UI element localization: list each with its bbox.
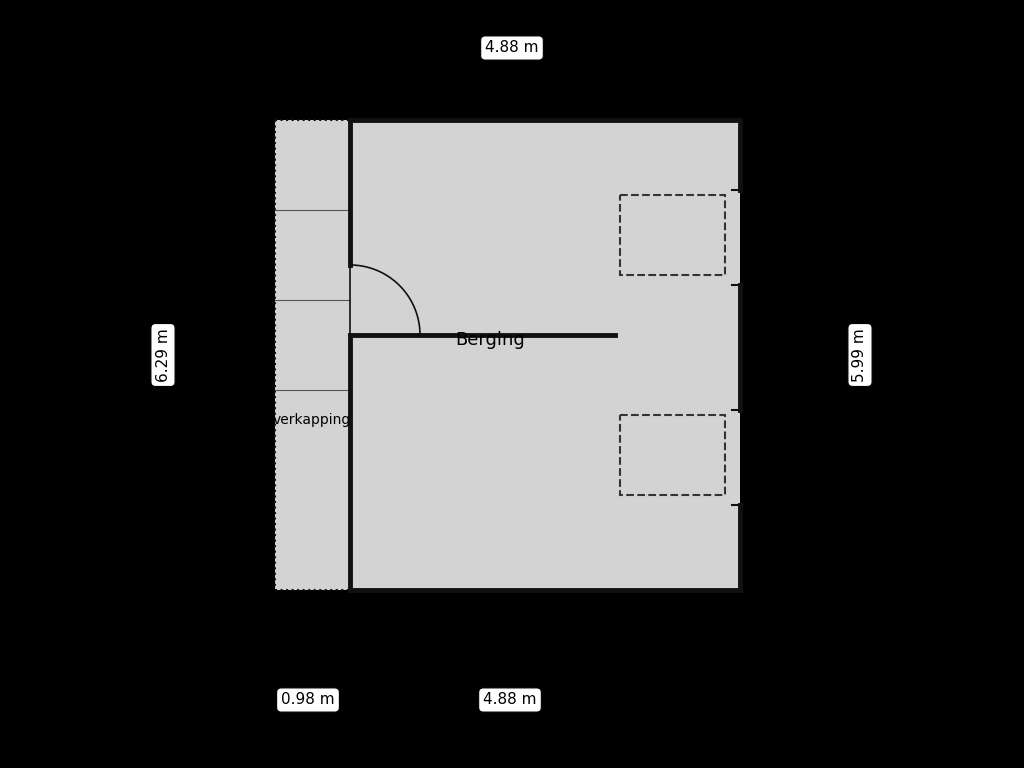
Text: verkapping: verkapping (272, 413, 351, 427)
Text: 4.88 m: 4.88 m (485, 41, 539, 55)
Text: Berging: Berging (455, 331, 525, 349)
Bar (620, 195, 725, 275)
Bar (275, 120, 350, 590)
Bar (350, 120, 740, 590)
Text: 4.88 m: 4.88 m (483, 693, 537, 707)
Text: 0.98 m: 0.98 m (282, 693, 335, 707)
Bar (620, 415, 725, 495)
Text: 5.99 m: 5.99 m (853, 328, 867, 382)
Text: 6.29 m: 6.29 m (156, 328, 171, 382)
